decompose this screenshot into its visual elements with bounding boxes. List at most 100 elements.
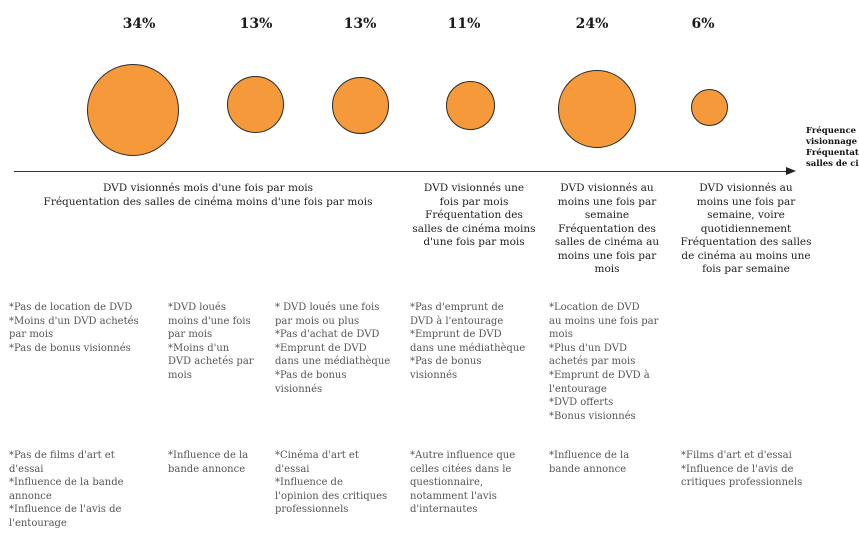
description-line: semaine, voire xyxy=(707,209,785,221)
segment-influences: *Pas de films d'art et d'essai *Influenc… xyxy=(9,449,159,531)
behavior-line: dans une médiathèque xyxy=(275,356,391,368)
behavior-line: *Moins d'un xyxy=(168,342,230,354)
segment-percent: 13% xyxy=(343,16,377,32)
influence-line: l'entourage xyxy=(9,517,67,529)
axis-label-line: salles de cinéma xyxy=(806,159,859,169)
description-line: quotidiennement xyxy=(700,222,792,235)
behavior-line: *Location de DVD xyxy=(549,302,640,313)
influence-line: d'essai xyxy=(9,463,44,475)
influence-line: bande annonce xyxy=(549,463,627,475)
segment-behaviors: *Pas d'emprunt de DVD à l'entourage *Emp… xyxy=(410,301,540,383)
influence-line: annonce xyxy=(9,490,52,502)
influence-line: *Films d'art et d'essai xyxy=(681,450,792,461)
description-line: fois par mois xyxy=(439,195,509,208)
description-line: fois par semaine xyxy=(702,263,790,275)
behavior-line: par mois ou plus xyxy=(275,315,360,327)
description-line: Fréquentation des xyxy=(558,222,656,235)
description-line: moins une fois par xyxy=(557,249,657,262)
influence-line: *Influence de l'avis de xyxy=(9,504,122,516)
behavior-line: visionnés xyxy=(410,369,458,381)
description-line: moins une fois par xyxy=(696,195,796,208)
influence-line: professionnels xyxy=(275,504,349,516)
behavior-line: mois xyxy=(168,369,192,381)
behavior-line: par mois xyxy=(9,329,54,341)
behavior-line: *Moins d'un DVD achetés xyxy=(9,315,139,327)
segment-influences: *Films d'art et d'essai *Influence de l'… xyxy=(681,449,831,490)
influence-line: *Influence de xyxy=(275,477,343,489)
behavior-line: l'entourage xyxy=(549,383,607,395)
behavior-line: *Bonus visionnés xyxy=(549,410,636,422)
description-line: Fréquentation des xyxy=(425,209,523,221)
segment-behaviors: *DVD loués moins d'une fois par mois *Mo… xyxy=(168,301,270,383)
segment-influences: *Influence de la bande annonce xyxy=(168,449,270,476)
behavior-line: dans une médiathèque xyxy=(410,342,526,354)
segment-behaviors: *Location de DVD au moins une fois par m… xyxy=(549,301,675,423)
influence-line: questionnaire, xyxy=(410,477,484,489)
segment-influences: *Influence de la bande annonce xyxy=(549,449,675,476)
segment-percent: 34% xyxy=(122,16,156,32)
description-line: de cinéma au moins une xyxy=(681,249,811,262)
description-line: mois xyxy=(594,263,620,275)
behavior-line: *Emprunt de DVD à xyxy=(549,369,650,381)
description-line: DVD visionnés une xyxy=(423,182,525,194)
influence-line: d'internautes xyxy=(410,504,478,516)
segment-description: DVD visionnés au moins une fois par sema… xyxy=(547,182,667,277)
behavior-line: mois xyxy=(549,329,573,341)
influence-line: *Influence de la xyxy=(549,450,630,461)
behavior-line: DVD à l'entourage xyxy=(410,315,504,327)
behavior-line: *Pas de location de DVD xyxy=(9,302,133,313)
behavior-line: *Pas d'emprunt de xyxy=(410,302,504,313)
behavior-line: *Pas de bonus xyxy=(410,356,482,368)
description-line: DVD visionnés au xyxy=(560,182,654,194)
behavior-line: *Emprunt de DVD xyxy=(410,329,502,341)
description-line: salles de cinéma moins xyxy=(412,222,536,235)
description-line: moins une fois par xyxy=(557,195,657,208)
segment-description: DVD visionnés mois d'une fois par mois F… xyxy=(18,182,398,209)
influence-line: *Pas de films d'art et xyxy=(9,450,115,461)
influence-line: *Autre influence que xyxy=(410,450,516,461)
description-line: Fréquentation des salles de cinéma moins… xyxy=(43,195,373,208)
description-line: Fréquentation des salles xyxy=(680,236,812,248)
behavior-line: *Pas de bonus visionnés xyxy=(9,342,131,354)
influence-line: notamment l'avis xyxy=(410,490,497,502)
behavior-line: *Pas d'achat de DVD xyxy=(275,329,380,341)
segment-bubble xyxy=(227,76,284,133)
segment-influences: *Autre influence que celles citées dans … xyxy=(410,449,540,517)
axis-arrow-icon xyxy=(786,167,796,175)
description-line: semaine xyxy=(584,209,630,221)
description-line: salles de cinéma au xyxy=(554,236,660,248)
behavior-line: *Emprunt de DVD xyxy=(275,342,367,354)
segment-bubble xyxy=(332,77,389,134)
frequency-axis xyxy=(14,171,790,172)
behavior-line: au moins une fois par xyxy=(549,315,659,327)
behavior-line: *Pas de bonus xyxy=(275,369,347,381)
segment-percent: 13% xyxy=(239,16,273,32)
segment-bubble xyxy=(691,89,728,126)
segment-influences: *Cinéma d'art et d'essai *Influence de l… xyxy=(275,449,403,517)
behavior-line: *Plus d'un DVD xyxy=(549,342,627,354)
influence-line: *Influence de la bande xyxy=(9,477,124,489)
segment-behaviors: * DVD loués une fois par mois ou plus *P… xyxy=(275,301,403,396)
axis-label-line: Fréquentation des xyxy=(806,148,859,158)
description-line: d'une fois par mois xyxy=(423,236,525,248)
axis-label-line: Fréquence de xyxy=(806,126,859,136)
influence-line: *Cinéma d'art et xyxy=(275,450,359,461)
influence-line: l'opinion des critiques xyxy=(275,490,388,502)
influence-line: *Influence de la xyxy=(168,450,249,461)
segment-percent: 24% xyxy=(575,16,609,32)
segment-percent: 11% xyxy=(447,16,481,32)
description-line: DVD visionnés mois d'une fois par mois xyxy=(102,182,314,194)
segment-description: DVD visionnés au moins une fois par sema… xyxy=(675,182,817,277)
segment-bubble xyxy=(558,70,636,148)
behavior-line: visionnés xyxy=(275,383,323,395)
segment-description: DVD visionnés une fois par mois Fréquent… xyxy=(404,182,544,250)
segment-behaviors: *Pas de location de DVD *Moins d'un DVD … xyxy=(9,301,159,355)
axis-label-line: visionnage DVD xyxy=(806,137,859,147)
influence-line: d'essai xyxy=(275,463,310,475)
behavior-line: moins d'une fois xyxy=(168,315,251,327)
influence-line: celles citées dans le xyxy=(410,463,512,475)
behavior-line: * DVD loués une fois xyxy=(275,302,380,313)
behavior-line: *DVD offerts xyxy=(549,397,614,409)
influence-line: bande annonce xyxy=(168,463,246,475)
behavior-line: achetés par mois xyxy=(549,356,636,368)
